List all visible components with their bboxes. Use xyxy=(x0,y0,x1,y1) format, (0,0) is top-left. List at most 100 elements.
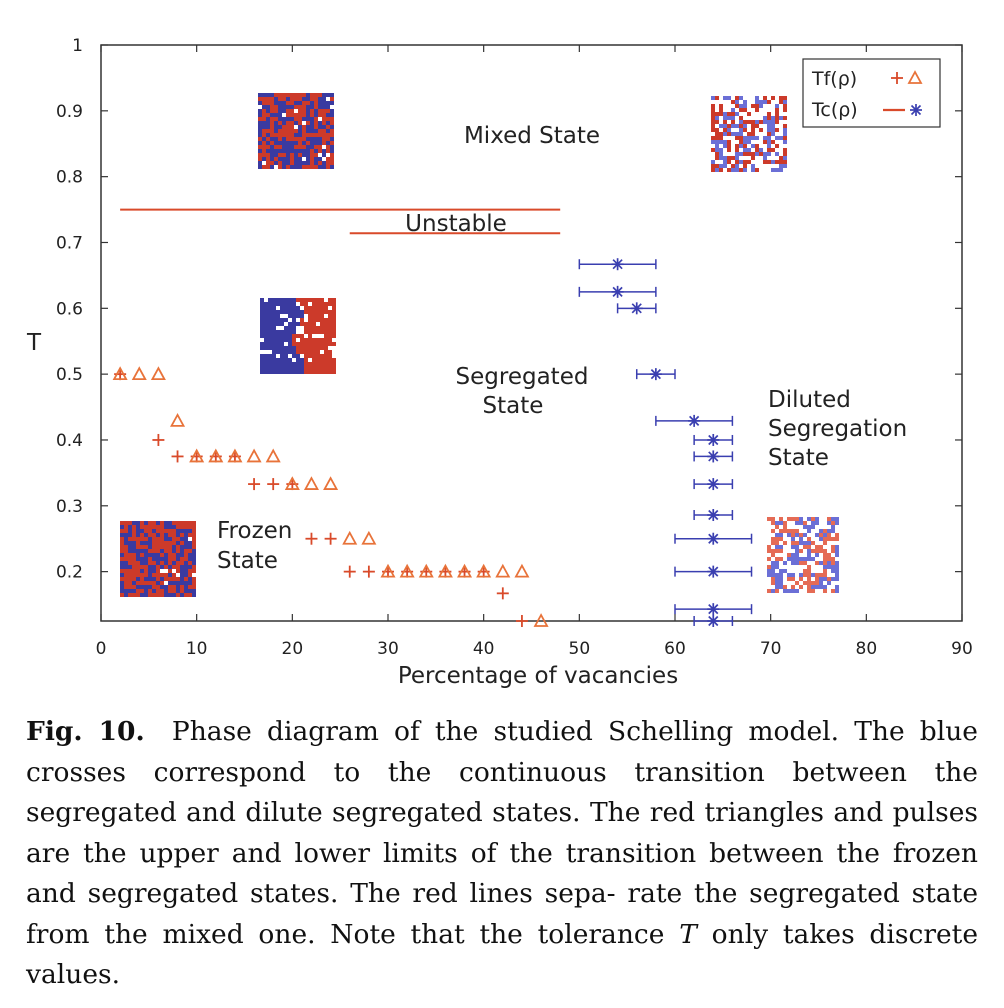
y-tick-label: 0.9 xyxy=(56,102,83,122)
phase-boundary-lines xyxy=(120,208,561,235)
triangle-marker xyxy=(265,448,281,463)
triangle-marker xyxy=(131,366,147,381)
caption-line-3: the segregated and dilute segregated sta… xyxy=(26,756,978,829)
triangle-marker xyxy=(227,448,243,463)
triangle-marker xyxy=(342,530,358,545)
triangle-marker xyxy=(284,476,300,490)
phase-diagram-chart: 0 10 20 30 40 50 60 70 80 90 0.2 0.3 0.4 0.5 0.6 0.7 0.8… xyxy=(26,36,973,689)
x-tick-label: 0 xyxy=(96,639,107,659)
annotation-frozen-state: State xyxy=(217,548,278,574)
triangle-marker xyxy=(399,563,415,578)
triangle-marker xyxy=(437,563,453,578)
asterisk-marker xyxy=(688,414,701,427)
plus-marker xyxy=(362,565,375,578)
segregated-state-image xyxy=(260,298,336,374)
caption-line-2: blue crosses correspond to the continuou… xyxy=(26,716,978,788)
asterisk-marker xyxy=(707,509,720,522)
y-tick-label: 0.4 xyxy=(56,431,83,451)
x-axis-label: Percentage of vacancies xyxy=(398,663,678,689)
triangle-marker xyxy=(476,563,492,578)
y-tick-label: 1 xyxy=(72,36,83,56)
triangle-marker xyxy=(495,563,511,578)
x-tick-label: 40 xyxy=(473,639,495,659)
legend-asterisk-swatch xyxy=(910,104,922,116)
state-sample-images xyxy=(120,93,839,597)
asterisk-marker xyxy=(630,302,643,315)
triangle-marker xyxy=(189,448,205,463)
figure-caption: Fig. 10. Phase diagram of the studied Sc… xyxy=(26,712,978,996)
plus-marker xyxy=(343,565,356,578)
caption-line-4: and pulses are the upper and lower limit… xyxy=(26,797,978,869)
asterisk-marker xyxy=(707,450,720,463)
asterisk-marker xyxy=(707,478,720,491)
plus-marker xyxy=(267,478,280,491)
legend-swatches xyxy=(883,70,923,116)
x-tick-label: 60 xyxy=(664,639,686,659)
x-tick-label: 20 xyxy=(282,639,304,659)
caption-line-5: between the frozen and segregated states… xyxy=(26,837,978,910)
triangle-marker xyxy=(457,563,473,578)
asterisk-marker xyxy=(649,368,662,381)
caption-line-7a: tolerance xyxy=(537,918,665,950)
plus-marker xyxy=(515,615,528,627)
triangle-marker xyxy=(907,70,923,84)
y-tick-label: 0.7 xyxy=(56,233,83,253)
caption-line-1: Phase diagram of the studied Schelling m… xyxy=(171,716,905,747)
caption-line-7b: only takes discrete values. xyxy=(26,918,978,991)
asterisk-marker xyxy=(707,565,720,578)
data-markers xyxy=(112,258,753,627)
y-tick-label: 0.8 xyxy=(56,168,83,188)
y-axis-label: T xyxy=(26,330,42,356)
annotation-segregated: Segregated xyxy=(456,364,589,390)
mixed-state-image xyxy=(258,93,334,169)
legend: Tf(ρ) Tc(ρ) xyxy=(802,58,941,128)
plot-frame xyxy=(100,44,963,622)
asterisk-marker xyxy=(707,615,720,627)
frozen-state-image xyxy=(120,521,196,597)
plus-marker xyxy=(496,587,509,600)
triangle-marker xyxy=(170,413,186,427)
x-tick-label: 80 xyxy=(856,639,878,659)
triangle-marker xyxy=(208,448,224,463)
asterisk-marker xyxy=(707,433,720,446)
triangle-marker xyxy=(514,563,530,578)
legend-label-tf: Tf(ρ) xyxy=(811,68,857,90)
triangle-marker xyxy=(361,530,377,545)
annotation-segregation: Segregation xyxy=(768,416,907,442)
mixed-state-sparse-image xyxy=(711,96,787,172)
triangle-marker xyxy=(380,563,396,578)
triangle-marker xyxy=(418,563,434,578)
annotation-mixed-state: Mixed State xyxy=(464,123,600,149)
asterisk-marker xyxy=(707,532,720,545)
legend-label-tc: Tc(ρ) xyxy=(811,99,858,121)
plus-marker xyxy=(305,532,318,545)
annotation-diluted: Diluted xyxy=(768,387,851,413)
caption-variable-t: T xyxy=(679,918,697,950)
plus-marker xyxy=(152,433,165,446)
plus-marker xyxy=(248,478,261,491)
annotation-diluted-state: State xyxy=(768,445,829,471)
y-tick-label: 0.2 xyxy=(56,563,83,583)
x-tick-label: 70 xyxy=(760,639,782,659)
y-tick-label: 0.6 xyxy=(56,299,83,319)
triangle-marker xyxy=(323,476,339,490)
y-tick-label: 0.5 xyxy=(56,365,83,385)
figure-label: Fig. 10. xyxy=(26,716,145,747)
triangle-marker xyxy=(246,448,262,463)
x-tick-label: 50 xyxy=(569,639,591,659)
axis-ticks: 0 10 20 30 40 50 60 70 80 90 0.2 0.3 0.4 0.5 0.6 0.7 0.8… xyxy=(56,36,973,659)
caption-line-6: rate the segregated state from the mixed… xyxy=(26,878,978,950)
x-tick-label: 30 xyxy=(377,639,399,659)
triangle-marker xyxy=(112,366,128,381)
x-tick-label: 10 xyxy=(186,639,208,659)
plus-marker xyxy=(324,532,337,545)
asterisk-marker xyxy=(707,603,720,616)
asterisk-marker xyxy=(611,285,624,298)
x-tick-label: 90 xyxy=(951,639,973,659)
triangle-marker xyxy=(303,476,319,490)
annotation-frozen: Frozen xyxy=(217,518,292,544)
plus-marker xyxy=(171,450,184,463)
asterisk-marker xyxy=(611,258,624,271)
diluted-segregation-state-image xyxy=(767,517,839,593)
annotation-unstable: Unstable xyxy=(405,211,507,237)
